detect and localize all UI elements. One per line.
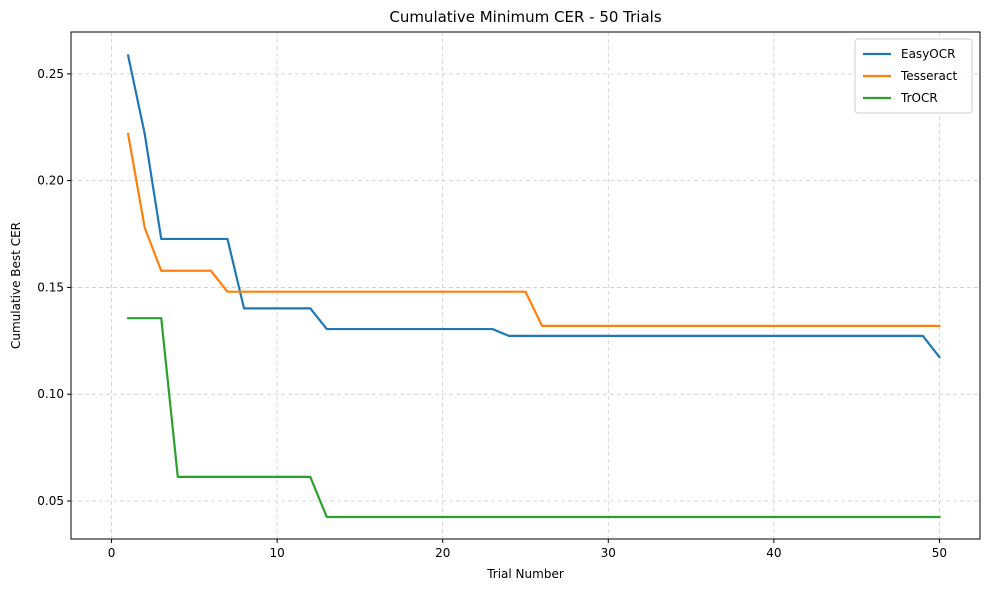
series-layer [126,54,941,519]
chart-title: Cumulative Minimum CER - 50 Trials [389,8,661,26]
x-axis: 0 10 20 30 40 50 [108,539,947,560]
series-line-trocr [127,317,941,519]
y-axis-label: Cumulative Best CER [9,222,23,349]
x-axis-label: Trial Number [486,567,564,581]
plot-frame [70,31,981,540]
legend-label: TrOCR [900,91,938,105]
legend-box [854,38,973,114]
y-tick-label: 0.15 [37,280,64,294]
y-tick-label: 0.25 [37,67,64,81]
series-line-tesseract [126,132,941,327]
x-tick-label: 20 [435,546,450,560]
legend-label: Tesseract [900,69,957,83]
legend: EasyOCR Tesseract TrOCR [854,38,973,114]
grid [71,32,980,539]
x-tick-label: 30 [601,546,616,560]
y-tick-label: 0.05 [37,494,64,508]
x-tick-label: 0 [108,546,116,560]
series-line-easyocr [126,54,941,359]
x-tick-label: 50 [932,546,947,560]
y-tick-label: 0.10 [37,387,64,401]
y-axis: 0.05 0.10 0.15 0.20 0.25 [37,67,71,508]
x-tick-label: 10 [269,546,284,560]
y-tick-label: 0.20 [37,174,64,188]
x-tick-label: 40 [766,546,781,560]
legend-label: EasyOCR [901,47,955,61]
